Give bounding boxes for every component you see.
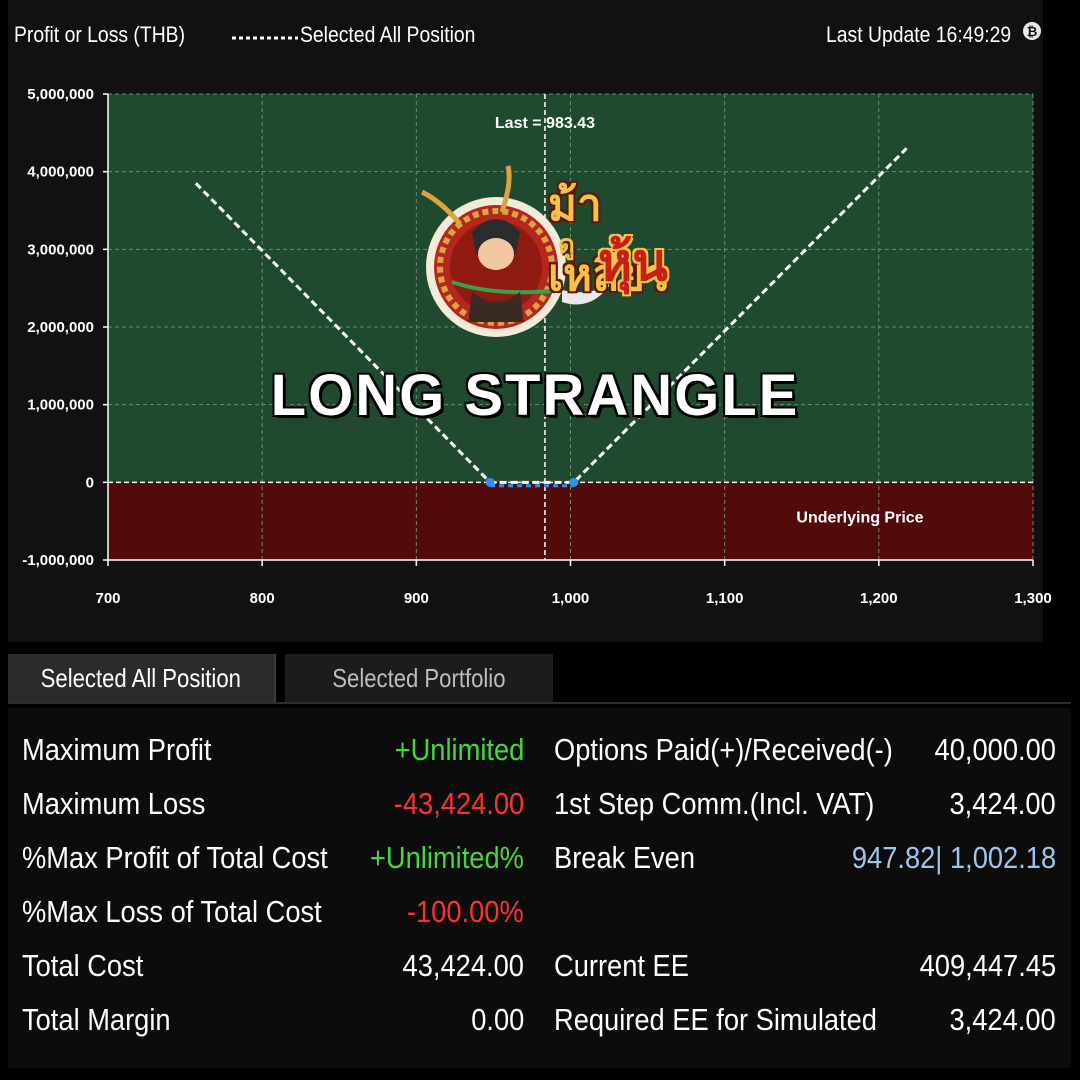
break-even-label: Break Even [554, 840, 696, 875]
last-price-label: Last = 983.43 [495, 115, 595, 132]
maximum-profit-label: Maximum Profit [22, 732, 212, 767]
y-tick-label: 4,000,000 [27, 164, 94, 181]
logo: ม้าเหลียว ดู หุ้น [412, 162, 702, 342]
options-paid-value: 40,000.00 [934, 732, 1056, 767]
x-tick-label: 1,000 [552, 590, 590, 607]
y-tick-label: 1,000,000 [27, 397, 94, 414]
last-update: Last Update 16:49:29 [826, 22, 1012, 47]
bitcoin-icon[interactable]: ₿ [1021, 19, 1043, 43]
svg-text:₿: ₿ [1027, 25, 1038, 40]
total-cost-value: 43,424.00 [402, 948, 524, 983]
strategy-title: LONG STRANGLE [270, 363, 800, 428]
summary-row: Required EE for Simulated 3,424.00 [554, 1000, 1056, 1040]
commission-value: 3,424.00 [949, 786, 1056, 821]
maximum-profit-value: +Unlimited [394, 732, 524, 767]
summary-row: 1st Step Comm.(Incl. VAT) 3,424.00 [554, 784, 1056, 824]
options-paid-label: Options Paid(+)/Received(-) [554, 732, 893, 767]
x-tick-label: 1,200 [860, 590, 898, 607]
y-tick-label: 5,000,000 [27, 86, 94, 103]
x-tick-label: 800 [250, 590, 275, 607]
x-tick-label: 900 [404, 590, 429, 607]
break-even-point [569, 477, 579, 487]
summary-panel: Maximum Profit +Unlimited Maximum Loss -… [8, 708, 1071, 1068]
summary-row: Maximum Profit +Unlimited [22, 730, 524, 770]
summary-row: %Max Loss of Total Cost -100.00% [22, 892, 524, 932]
y-tick-label: -1,000,000 [22, 552, 94, 569]
maximum-loss-value: -43,424.00 [393, 786, 524, 821]
required-ee-value: 3,424.00 [949, 1002, 1056, 1037]
pnl-chart: -1,000,000 0 1,000,000 2,000,000 3,000,000 4,… [22, 86, 1052, 607]
chart-title: Profit or Loss (THB) [14, 22, 186, 47]
commission-label: 1st Step Comm.(Incl. VAT) [554, 786, 875, 821]
tab-bar: Selected All Position Selected Portfolio [8, 654, 1071, 704]
total-margin-value: 0.00 [470, 1002, 524, 1037]
required-ee-label: Required EE for Simulated [554, 1002, 877, 1037]
x-axis-label: Underlying Price [796, 509, 923, 526]
payoff-line [194, 147, 908, 484]
x-tick-label: 1,300 [1014, 590, 1052, 607]
tab-selected-portfolio[interactable]: Selected Portfolio [285, 654, 553, 702]
y-tick-label: 0 [86, 474, 94, 491]
tab-selected-all-position[interactable]: Selected All Position [8, 654, 276, 702]
legend-label[interactable]: Selected All Position [300, 22, 476, 47]
x-tick-label: 700 [95, 590, 120, 607]
max-profit-pct-value: +Unlimited% [370, 840, 524, 875]
summary-row: Total Cost 43,424.00 [22, 946, 524, 986]
summary-row: Break Even 947.82| 1,002.18 [554, 838, 1056, 878]
break-even-point [485, 477, 495, 487]
summary-row: %Max Profit of Total Cost +Unlimited% [22, 838, 524, 878]
y-tick-label: 3,000,000 [27, 241, 94, 258]
current-ee-label: Current EE [554, 948, 689, 983]
total-margin-label: Total Margin [22, 1002, 171, 1037]
break-even-value: 947.82| 1,002.18 [851, 840, 1056, 875]
logo-text-mid: ดู [558, 230, 575, 260]
summary-row: Total Margin 0.00 [22, 1000, 524, 1040]
maximum-loss-label: Maximum Loss [22, 786, 206, 821]
legend-dotted-line [232, 36, 298, 40]
summary-row: Maximum Loss -43,424.00 [22, 784, 524, 824]
current-ee-value: 409,447.45 [919, 948, 1056, 983]
logo-text-bottom: หุ้น [598, 233, 668, 293]
logo-text-top: ม้าเหลียว [548, 180, 670, 301]
x-tick-label: 1,100 [706, 590, 744, 607]
max-profit-pct-label: %Max Profit of Total Cost [22, 840, 328, 875]
summary-row: Options Paid(+)/Received(-) 40,000.00 [554, 730, 1056, 770]
summary-row: Current EE 409,447.45 [554, 946, 1056, 986]
logo-emblem [420, 165, 612, 337]
max-loss-pct-value: -100.00% [407, 894, 524, 929]
y-tick-label: 2,000,000 [27, 319, 94, 336]
max-loss-pct-label: %Max Loss of Total Cost [22, 894, 322, 929]
total-cost-label: Total Cost [22, 948, 144, 983]
